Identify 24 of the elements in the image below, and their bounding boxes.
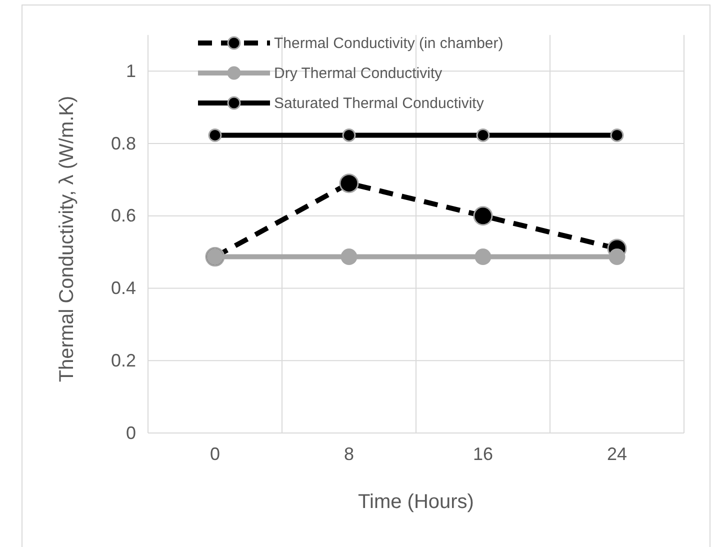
legend-label: Dry Thermal Conductivity bbox=[274, 65, 443, 82]
point bbox=[474, 248, 492, 266]
y-tick-label: 0.8 bbox=[110, 133, 136, 154]
point bbox=[342, 128, 356, 142]
x-tick-label: 0 bbox=[210, 444, 220, 464]
x-tick-label: 24 bbox=[606, 444, 628, 464]
x-axis-title: Time (Hours) bbox=[358, 491, 474, 513]
point bbox=[340, 248, 358, 266]
point bbox=[208, 128, 222, 142]
y-tick-label: 0.6 bbox=[110, 206, 136, 226]
point bbox=[608, 248, 626, 266]
x-tick-label: 8 bbox=[344, 444, 354, 464]
point bbox=[473, 206, 493, 226]
x-tick-label: 16 bbox=[472, 444, 494, 464]
y-tick-label: 1 bbox=[126, 60, 136, 81]
point bbox=[339, 174, 359, 194]
y-tick-label: 0.2 bbox=[110, 350, 136, 370]
point bbox=[476, 128, 490, 142]
y-tick-label: 0.4 bbox=[110, 278, 136, 298]
legend-label: Saturated Thermal Conductivity bbox=[274, 95, 484, 112]
y-axis-title: Thermal Conductivity, λ (W/m.K) bbox=[56, 96, 78, 382]
y-tick-label: 0 bbox=[126, 422, 136, 443]
legend-label: Thermal Conductivity (in chamber) bbox=[274, 35, 504, 52]
point bbox=[610, 128, 624, 142]
